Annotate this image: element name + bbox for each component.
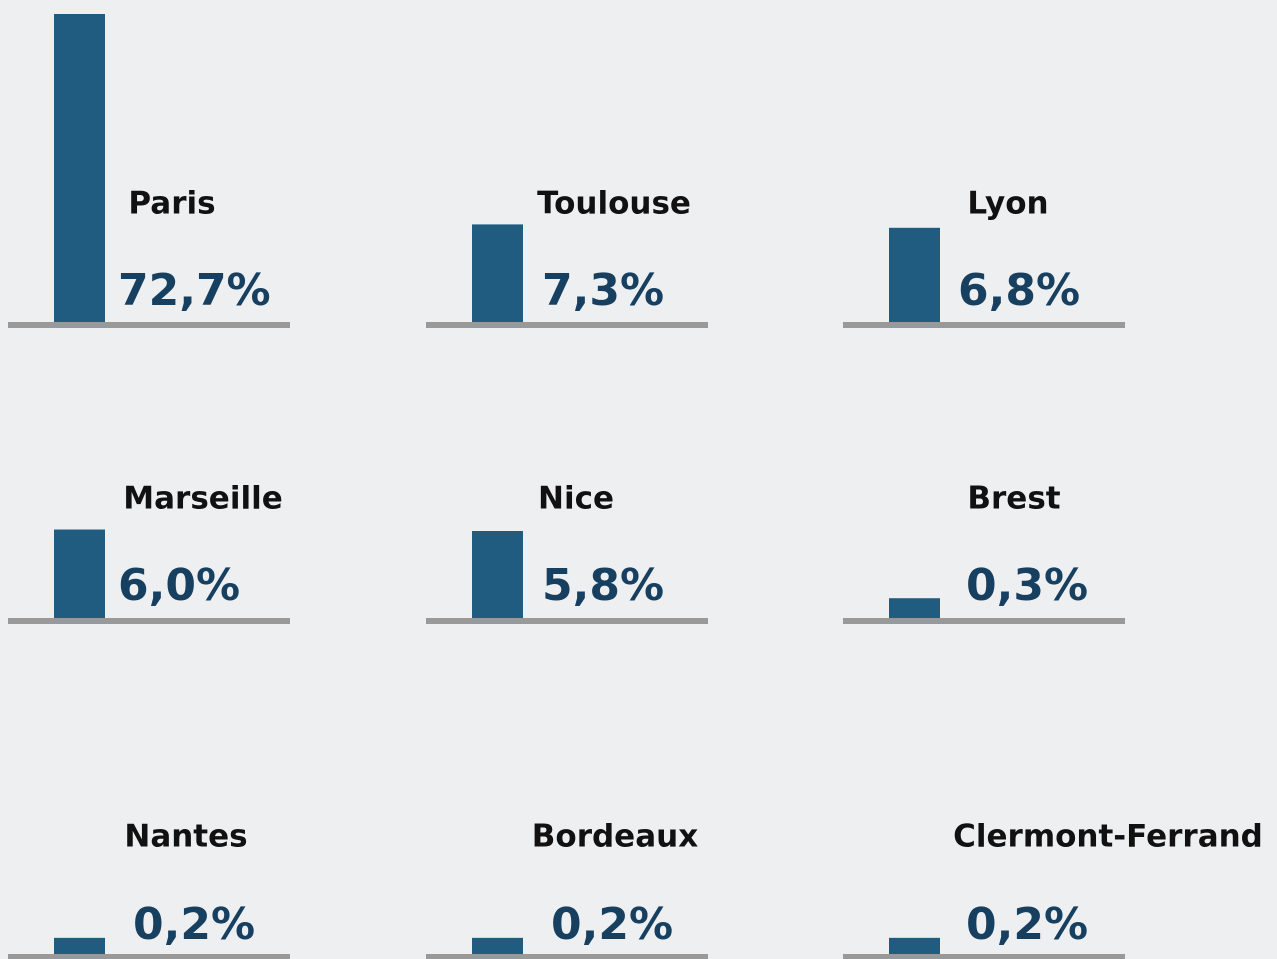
bar bbox=[889, 227, 940, 322]
value-label: 0,2% bbox=[966, 899, 1088, 950]
bar bbox=[472, 531, 523, 618]
bar bbox=[889, 937, 940, 954]
value-label: 7,3% bbox=[542, 265, 664, 316]
category-label: Nantes bbox=[124, 819, 247, 855]
bar bbox=[472, 937, 523, 954]
category-label: Brest bbox=[967, 481, 1060, 517]
category-label: Bordeaux bbox=[532, 819, 698, 855]
bar bbox=[889, 598, 940, 618]
category-label: Clermont-Ferrand bbox=[953, 819, 1263, 855]
bar bbox=[54, 529, 105, 618]
bar bbox=[54, 14, 105, 322]
category-label: Toulouse bbox=[537, 186, 691, 222]
value-label: 5,8% bbox=[542, 560, 664, 611]
value-label: 6,0% bbox=[118, 560, 240, 611]
category-label: Lyon bbox=[967, 186, 1048, 222]
category-label: Nice bbox=[538, 481, 614, 517]
value-label: 0,2% bbox=[551, 899, 673, 950]
value-label: 72,7% bbox=[118, 265, 271, 316]
value-label: 6,8% bbox=[958, 265, 1080, 316]
bar bbox=[54, 937, 105, 954]
value-label: 0,3% bbox=[966, 560, 1088, 611]
value-label: 0,2% bbox=[133, 899, 255, 950]
category-label: Marseille bbox=[123, 481, 282, 517]
category-label: Paris bbox=[128, 186, 215, 222]
bar bbox=[472, 224, 523, 322]
